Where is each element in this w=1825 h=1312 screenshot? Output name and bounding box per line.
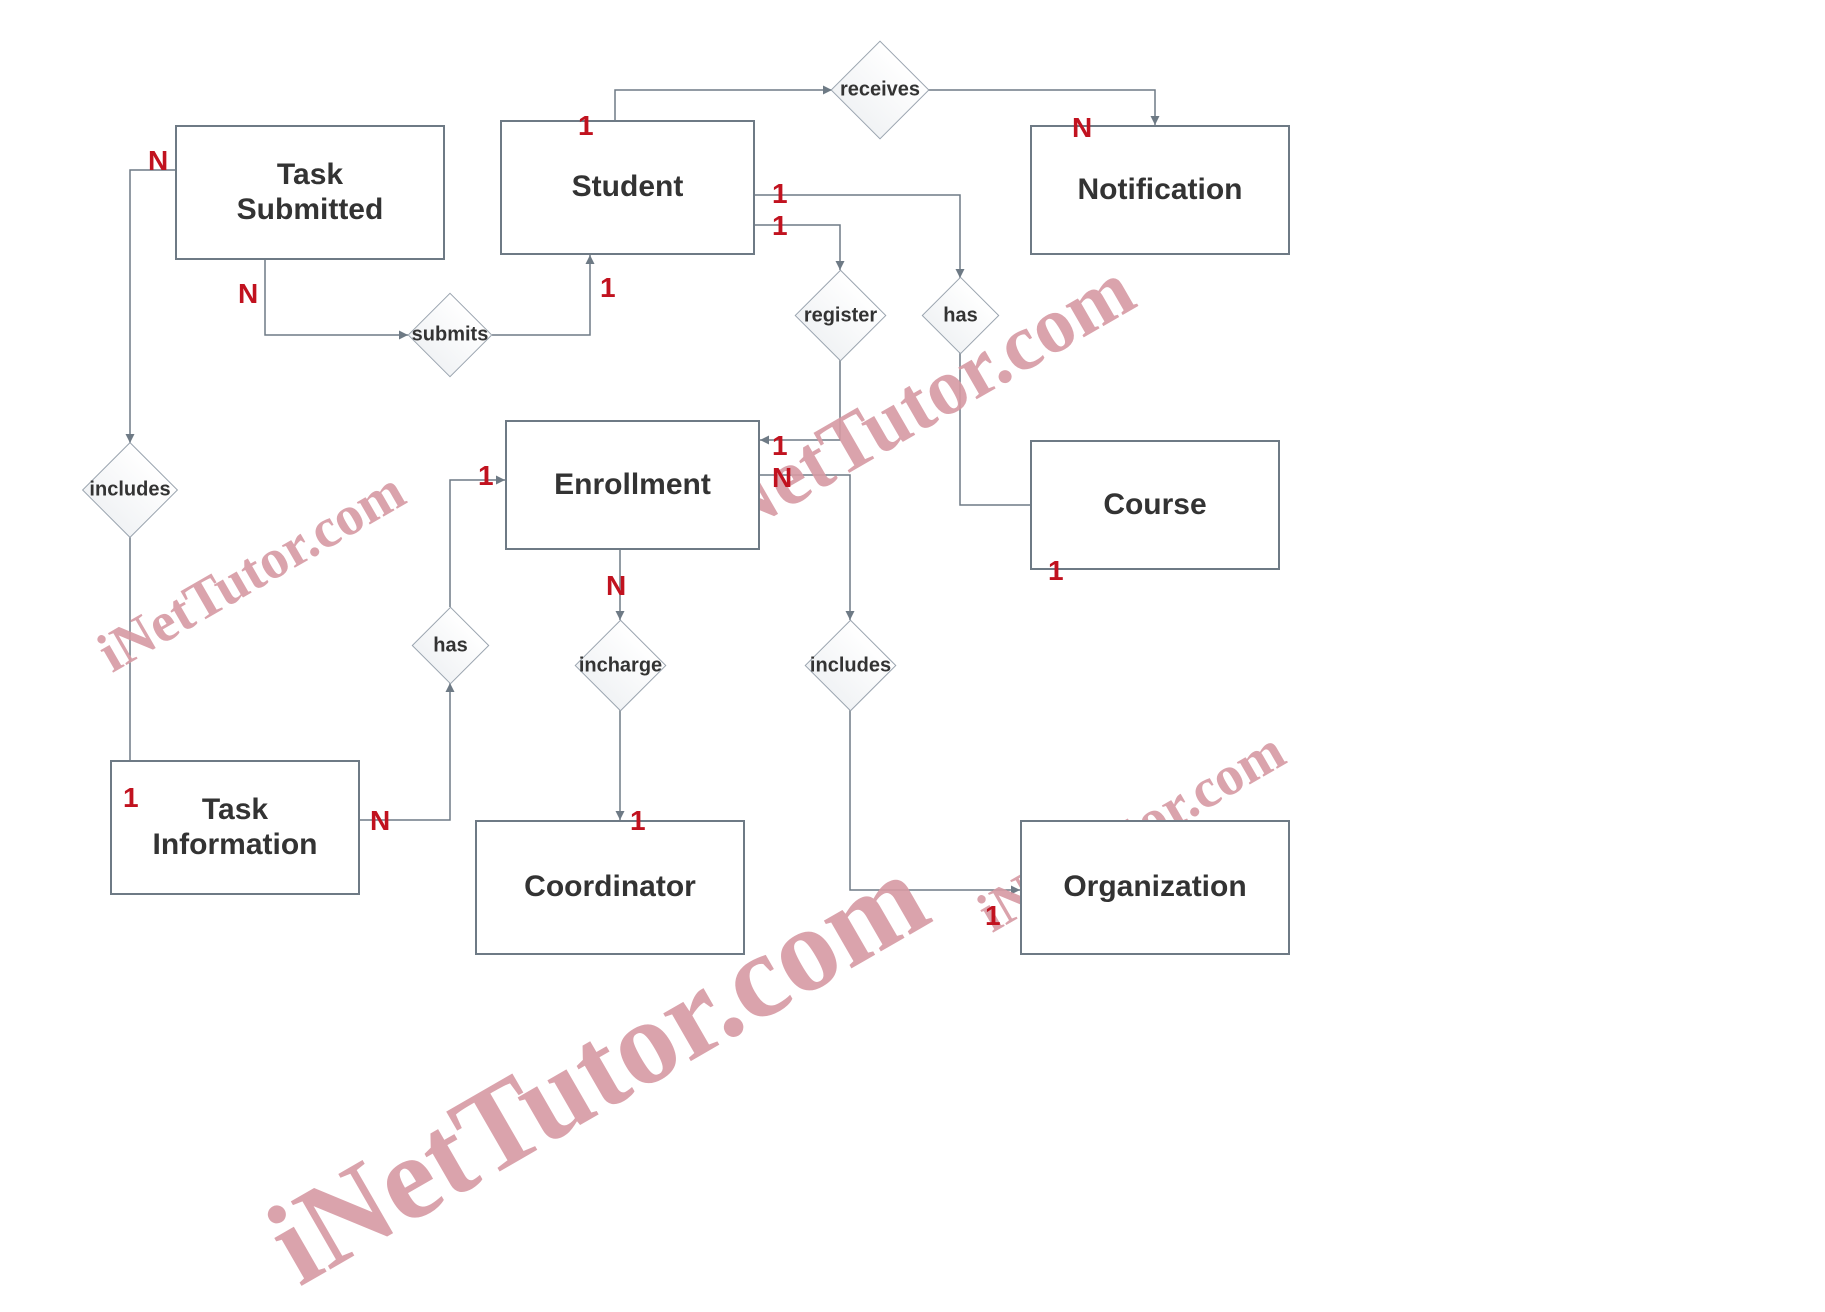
cardinality-label: N	[370, 805, 390, 837]
cardinality-label: N	[1072, 112, 1092, 144]
relationship-has_course: has	[921, 276, 999, 354]
edge	[130, 170, 175, 443]
entity-task_information: TaskInformation	[110, 760, 360, 895]
relationship-label: has	[433, 634, 467, 657]
edge	[850, 710, 1020, 890]
cardinality-label: N	[772, 462, 792, 494]
relationship-register: register	[794, 269, 886, 361]
edge	[492, 255, 590, 335]
entity-task_submitted: TaskSubmitted	[175, 125, 445, 260]
cardinality-label: N	[238, 278, 258, 310]
entity-enrollment: Enrollment	[505, 420, 760, 550]
relationship-submits: submits	[408, 293, 493, 378]
cardinality-label: 1	[772, 210, 788, 242]
cardinality-label: 1	[600, 272, 616, 304]
entity-student: Student	[500, 120, 755, 255]
edge	[450, 480, 505, 607]
edge	[760, 475, 850, 620]
entity-coordinator: Coordinator	[475, 820, 745, 955]
relationship-label: includes	[809, 654, 890, 677]
relationship-incharge: incharge	[574, 619, 666, 711]
relationship-includes_left: includes	[82, 442, 178, 538]
edge	[615, 90, 832, 120]
relationship-label: includes	[89, 479, 170, 502]
cardinality-label: 1	[478, 460, 494, 492]
cardinality-label: 1	[985, 900, 1001, 932]
relationship-label: has	[943, 304, 977, 327]
cardinality-label: 1	[772, 430, 788, 462]
relationship-receives: receives	[831, 41, 930, 140]
edge	[760, 360, 840, 440]
cardinality-label: N	[606, 570, 626, 602]
relationship-label: incharge	[578, 654, 661, 677]
relationship-label: submits	[412, 324, 489, 347]
entity-organization: Organization	[1020, 820, 1290, 955]
entity-notification: Notification	[1030, 125, 1290, 255]
relationship-includes_org: includes	[804, 619, 896, 711]
relationship-label: receives	[840, 79, 920, 102]
edge	[928, 90, 1155, 125]
cardinality-label: 1	[578, 110, 594, 142]
edge	[265, 260, 408, 335]
cardinality-label: 1	[630, 805, 646, 837]
cardinality-label: 1	[123, 782, 139, 814]
entity-course: Course	[1030, 440, 1280, 570]
edge	[755, 225, 840, 270]
cardinality-label: 1	[1048, 555, 1064, 587]
cardinality-label: N	[148, 145, 168, 177]
relationship-has_taskinfo: has	[411, 606, 489, 684]
cardinality-label: 1	[772, 178, 788, 210]
edge	[360, 683, 450, 820]
relationship-label: register	[803, 304, 876, 327]
